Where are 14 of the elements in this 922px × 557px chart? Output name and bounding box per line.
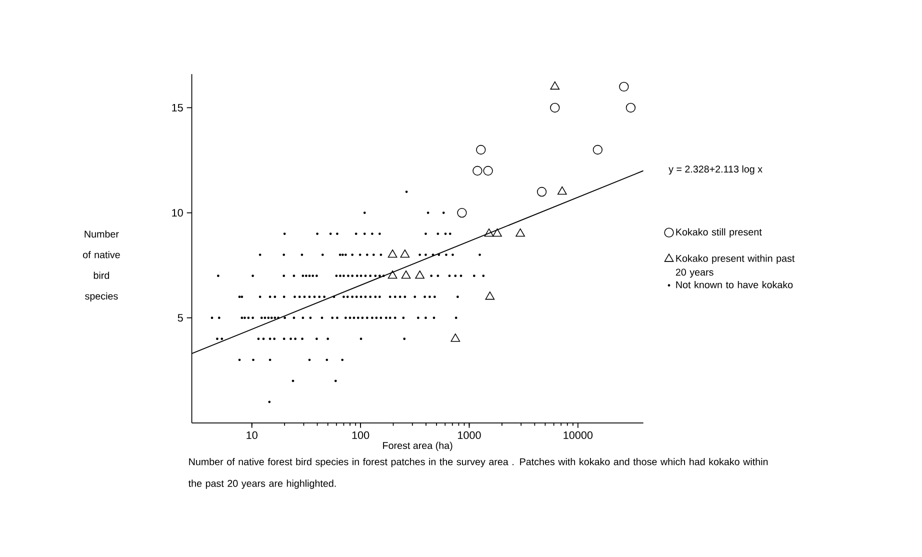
x-tick-label: 10 [246,431,258,439]
legend-label: Not known to have kokako [676,280,793,288]
y-tick-label: 15 [172,104,183,112]
text: y = 2.328+2.113 log x [668,165,762,174]
y-tick-label: 5 [178,314,183,322]
text: Number of native forest bird species in forest patches in the survey area . Patches with kokako and those which had kokako within the past 20 years are highlighted. [188,458,768,489]
text: Number of native bird species [83,230,120,302]
x-tick-label: 10000 [564,431,593,439]
x-axis-title: Forest area (ha) [383,442,452,451]
legend-label: Kokako still present [676,228,762,238]
y-tick-label: 10 [172,208,183,216]
legend-label: Kokako present within past 20 years [676,254,795,278]
x-tick-label: 1000 [458,431,481,439]
x-tick-label: 100 [352,431,370,439]
